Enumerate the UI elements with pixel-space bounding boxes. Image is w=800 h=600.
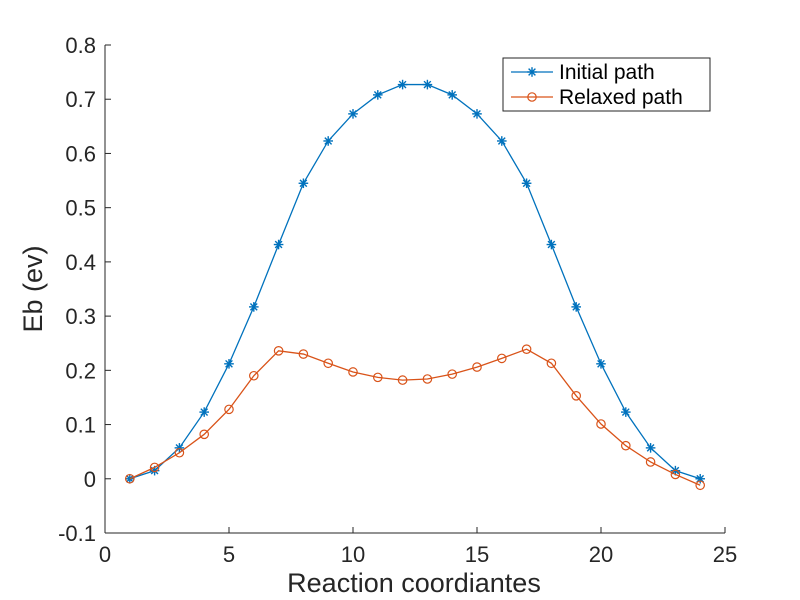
data-point: [174, 447, 185, 458]
data-point: [695, 473, 705, 484]
series-line: [129, 83, 701, 480]
data-point: [323, 136, 333, 146]
y-tick-label: 0.6: [65, 141, 96, 166]
data-point: [174, 443, 185, 453]
data-point: [571, 391, 581, 401]
y-tick-label: -0.1: [58, 521, 96, 546]
data-point: [224, 359, 234, 369]
data-point: [298, 349, 309, 359]
data-point: [645, 443, 656, 453]
data-point: [224, 404, 234, 415]
x-axis-label: Reaction coordiantes: [287, 568, 541, 598]
data-point: [571, 302, 581, 312]
data-point: [273, 346, 284, 356]
data-point: [620, 440, 631, 451]
data-point: [497, 136, 507, 146]
data-point: [447, 90, 457, 100]
series-1: [125, 79, 705, 484]
data-point: [373, 90, 383, 100]
legend-item-1: Initial path: [511, 61, 655, 84]
x-tick-label: 5: [223, 542, 235, 567]
y-tick-label: 0.8: [65, 33, 96, 58]
data-point: [273, 239, 284, 250]
data-point: [149, 462, 160, 473]
series-2: [125, 344, 705, 491]
x-tick-label: 15: [465, 542, 489, 567]
data-point: [199, 429, 209, 440]
data-point: [372, 372, 383, 383]
data-point: [348, 109, 358, 119]
data-point: [249, 370, 259, 381]
legend-marker: [527, 92, 537, 102]
data-point: [397, 79, 408, 90]
data-point: [249, 302, 259, 312]
y-tick-label: 0.2: [65, 358, 96, 383]
data-point: [521, 178, 532, 189]
data-point: [496, 353, 507, 364]
y-axis-label: Eb (ev): [18, 245, 48, 332]
data-point: [397, 375, 408, 385]
data-point: [422, 79, 433, 90]
data-point: [546, 358, 557, 369]
data-point: [596, 359, 606, 369]
y-tick-label: 0.3: [65, 304, 96, 329]
x-tick-label: 0: [99, 542, 111, 567]
y-tick-label: 0.7: [65, 87, 96, 112]
x-tick-label: 10: [341, 542, 365, 567]
data-point: [472, 362, 482, 372]
y-tick-label: 0.4: [65, 250, 96, 275]
data-point: [125, 473, 135, 484]
data-point: [323, 358, 333, 369]
data-point: [546, 239, 557, 250]
data-point: [447, 369, 457, 379]
data-point: [645, 457, 656, 467]
series-line: [129, 348, 701, 486]
data-point: [521, 344, 532, 354]
data-point: [422, 374, 433, 384]
y-tick-label: 0: [84, 467, 96, 492]
data-point: [596, 419, 606, 429]
data-point: [298, 178, 309, 189]
legend-marker: [527, 67, 537, 77]
legend-box: [502, 57, 711, 112]
plot-area: [104, 45, 725, 534]
legend-item-2: Relaxed path: [511, 86, 683, 109]
x-tick-label: 20: [589, 542, 613, 567]
plot-background: [105, 45, 725, 533]
data-point: [199, 407, 209, 417]
series-layer: [125, 79, 705, 491]
data-point: [348, 367, 358, 377]
x-tick-label: 25: [713, 542, 737, 567]
data-point: [695, 480, 705, 491]
data-point: [621, 407, 631, 417]
y-tick-label: 0.5: [65, 196, 96, 221]
data-point: [670, 469, 681, 480]
data-point: [472, 109, 482, 119]
legend-label: Initial path: [559, 61, 655, 84]
y-tick-label: 0.1: [65, 413, 96, 438]
legend-label: Relaxed path: [559, 86, 683, 109]
axis-ticks: 0 5 10 15 20 25-0.100.10.20.30.40.50.60.70.8: [58, 33, 737, 567]
